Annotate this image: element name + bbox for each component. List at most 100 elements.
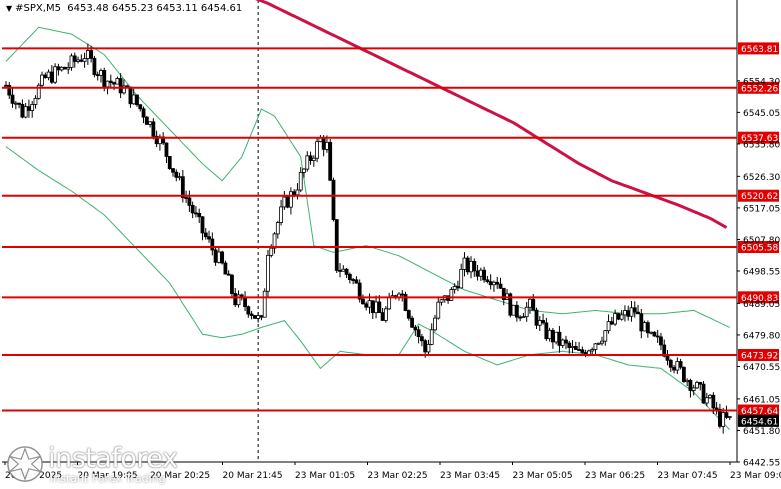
candle-body[interactable]	[498, 283, 503, 289]
candle-body[interactable]	[433, 317, 437, 331]
candle-body[interactable]	[708, 394, 712, 399]
candle-body[interactable]	[387, 296, 392, 310]
candle-body[interactable]	[95, 74, 100, 77]
candle-body[interactable]	[252, 315, 257, 319]
candle-body[interactable]	[724, 412, 729, 418]
candle-body[interactable]	[59, 66, 64, 71]
candle-body[interactable]	[380, 312, 385, 321]
candle-body[interactable]	[102, 70, 107, 88]
candle-body[interactable]	[128, 86, 133, 105]
candle-body[interactable]	[675, 361, 680, 371]
candle-body[interactable]	[194, 212, 198, 215]
candle-body[interactable]	[629, 307, 634, 317]
candle-body[interactable]	[436, 301, 441, 319]
candle-body[interactable]	[537, 320, 542, 326]
candle-body[interactable]	[334, 219, 339, 271]
candle-body[interactable]	[40, 74, 44, 86]
candle-body[interactable]	[406, 310, 411, 319]
candle-body[interactable]	[600, 340, 604, 344]
candle-body[interactable]	[580, 349, 585, 353]
candle-body[interactable]	[518, 316, 523, 319]
candle-body[interactable]	[33, 97, 38, 105]
candle-body[interactable]	[99, 70, 103, 76]
candle-body[interactable]	[374, 301, 378, 314]
candle-body[interactable]	[328, 141, 333, 181]
candle-body[interactable]	[521, 316, 526, 319]
candle-body[interactable]	[272, 233, 277, 249]
candle-body[interactable]	[10, 94, 15, 104]
candle-body[interactable]	[63, 66, 67, 70]
candle-body[interactable]	[305, 155, 310, 170]
candle-body[interactable]	[262, 290, 267, 318]
candle-body[interactable]	[678, 361, 683, 368]
candle-body[interactable]	[718, 408, 722, 427]
candle-body[interactable]	[177, 176, 182, 179]
candle-body[interactable]	[534, 309, 539, 326]
candle-body[interactable]	[626, 310, 631, 317]
candle-body[interactable]	[416, 329, 421, 338]
candle-body[interactable]	[269, 247, 274, 256]
candle-body[interactable]	[298, 172, 303, 191]
candle-body[interactable]	[721, 412, 726, 427]
candle-body[interactable]	[668, 359, 673, 368]
candle-body[interactable]	[564, 339, 568, 344]
candle-body[interactable]	[121, 85, 126, 94]
candle-body[interactable]	[642, 322, 647, 332]
candle-body[interactable]	[338, 270, 342, 272]
candle-body[interactable]	[131, 94, 136, 105]
candle-body[interactable]	[220, 251, 225, 264]
candle-body[interactable]	[108, 80, 113, 84]
candle-body[interactable]	[649, 331, 654, 334]
candle-body[interactable]	[495, 281, 500, 285]
candle-body[interactable]	[135, 94, 139, 106]
candle-body[interactable]	[514, 304, 519, 318]
candle-body[interactable]	[197, 212, 202, 218]
candle-body[interactable]	[180, 176, 185, 198]
candle-body[interactable]	[590, 349, 595, 352]
candle-body[interactable]	[616, 313, 621, 320]
candle-body[interactable]	[315, 141, 320, 159]
candle-body[interactable]	[200, 216, 205, 234]
candle-body[interactable]	[53, 66, 58, 83]
candle-body[interactable]	[475, 270, 480, 277]
candle-body[interactable]	[275, 222, 280, 235]
candle-body[interactable]	[665, 355, 670, 361]
candle-body[interactable]	[593, 343, 598, 350]
candle-body[interactable]	[243, 297, 247, 308]
candle-body[interactable]	[557, 331, 562, 346]
candle-body[interactable]	[46, 71, 51, 79]
candle-body[interactable]	[49, 71, 54, 83]
candle-body[interactable]	[636, 311, 640, 315]
candle-body[interactable]	[403, 294, 408, 311]
candle-body[interactable]	[508, 293, 513, 316]
candle-body[interactable]	[482, 269, 487, 281]
candle-body[interactable]	[279, 206, 283, 223]
candle-body[interactable]	[554, 331, 559, 343]
candle-body[interactable]	[456, 286, 460, 289]
candle-body[interactable]	[85, 50, 90, 59]
candle-body[interactable]	[325, 141, 329, 150]
candle-body[interactable]	[465, 257, 470, 273]
candle-body[interactable]	[308, 155, 313, 161]
candle-body[interactable]	[603, 330, 608, 342]
candle-body[interactable]	[459, 269, 464, 289]
candle-body[interactable]	[174, 171, 179, 178]
candle-body[interactable]	[606, 321, 611, 332]
candle-body[interactable]	[419, 336, 424, 342]
candle-body[interactable]	[714, 407, 719, 410]
candle-body[interactable]	[79, 59, 84, 62]
candle-body[interactable]	[429, 329, 434, 345]
candle-body[interactable]	[573, 345, 578, 350]
candle-body[interactable]	[184, 197, 189, 199]
candle-body[interactable]	[4, 84, 8, 87]
candle-body[interactable]	[20, 104, 25, 118]
candle-body[interactable]	[56, 66, 61, 71]
candle-body[interactable]	[226, 273, 231, 276]
candle-body[interactable]	[711, 394, 716, 409]
candle-body[interactable]	[698, 382, 703, 385]
candle-body[interactable]	[685, 379, 690, 383]
candle-body[interactable]	[292, 191, 297, 196]
candle-body[interactable]	[449, 289, 454, 301]
candle-body[interactable]	[511, 304, 516, 316]
candle-body[interactable]	[341, 268, 346, 272]
